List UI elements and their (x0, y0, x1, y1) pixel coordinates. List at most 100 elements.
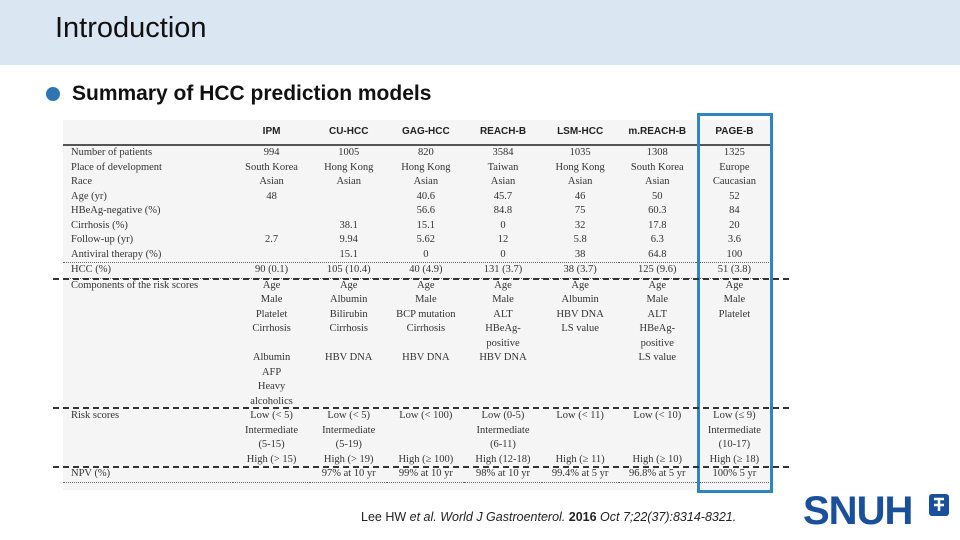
table-cell: 1325 (723, 147, 745, 158)
table-row: HCC (%) 90 (0.1) 105 (10.4) 40 (4.9) 131 (3.… (63, 262, 773, 279)
table-row: NPV (%) 97% at 10 yr 99% at 10 yr 98% at 10… (63, 467, 773, 483)
table-cell: 20 (729, 219, 740, 231)
table-row: HBeAg-negative (%) 56.6 84.8 75 60.3 84 (63, 204, 773, 219)
table-cell (233, 219, 310, 234)
table-cell: 17.8 (648, 219, 667, 231)
row-label: HCC (%) (63, 262, 233, 279)
row-label: NPV (%) (63, 467, 233, 483)
table-cell: 98% at 10 yr (464, 467, 542, 483)
table-cell: Asian (567, 176, 593, 187)
column-header: LSM-HCC (541, 120, 619, 146)
bullet-icon (46, 87, 60, 101)
row-label: Cirrhosis (%) (71, 219, 128, 231)
citation-rest: Oct 7;22(37):8314-8321. (596, 510, 737, 524)
table-cell: 5.8 (573, 234, 587, 245)
table-cell: 100 (695, 247, 773, 263)
table-cell: Age Male BCP mutation Cirrhosis HBV DNA (396, 279, 456, 364)
table-cell: 3584 (492, 147, 514, 158)
table-cell: 38 (541, 247, 619, 263)
citation-etal: et al. (409, 510, 437, 524)
table-cell: South Korea (630, 161, 684, 173)
table-cell: 15.1 (310, 247, 388, 263)
table-cell: 46 (574, 190, 586, 202)
table-cell: 60.3 (648, 205, 667, 216)
table-cell: 0 (500, 219, 506, 231)
table-cell: Age Male ALT HBeAg- positive LS value (638, 279, 677, 364)
table-cell: 99.4% at 5 yr (541, 467, 619, 483)
table-cell: Low (< 11) High (≥ 11) (555, 410, 605, 465)
table-cell: 3.6 (727, 234, 741, 245)
table-cell: 105 (10.4) (310, 262, 388, 279)
page-b-highlight-box (697, 113, 773, 493)
table-cell: 50 (652, 190, 663, 202)
table-cell: Low (≤ 9) Intermediate (10-17) High (≥ 1… (707, 410, 761, 465)
table-cell: 56.6 (416, 205, 436, 216)
citation-journal: World J Gastroenterol. (436, 510, 566, 524)
row-label: Number of patients (71, 147, 153, 158)
table-cell (233, 467, 311, 483)
table-cell: Age Albumin Bilirubin Cirrhosis HBV DNA (325, 279, 373, 364)
row-label: Components of the risk scores (71, 279, 199, 291)
table-cell: 2.7 (265, 234, 279, 245)
table-cell: Asian (259, 176, 284, 187)
citation-authors: Lee HW (361, 510, 410, 524)
table-row: Risk scores Low (< 5) Intermediate (5-15)… (63, 409, 773, 467)
table-header-row: IPM CU-HCC GAG-HCC REACH-B LSM-HCC m.REACH-B P… (63, 120, 773, 146)
table-cell: 38 (3.7) (541, 262, 619, 279)
table-cell: 131 (3.7) (464, 262, 542, 279)
table-cell: 5.62 (416, 234, 436, 245)
table-cell: South Korea (245, 161, 298, 173)
table-cell: 6.3 (650, 234, 664, 245)
table-cell: 99% at 10 yr (387, 467, 465, 483)
table-cell: 1035 (569, 147, 591, 158)
table-row: Age (yr) 48 40.6 45.7 46 50 52 (63, 190, 773, 205)
title-bar: Introduction (0, 0, 960, 65)
hcc-models-table: IPM CU-HCC GAG-HCC REACH-B LSM-HCC m.REACH-B P… (63, 120, 773, 490)
row-label: Follow-up (yr) (71, 234, 134, 245)
table-cell: Asian (490, 176, 516, 187)
column-header: IPM (233, 120, 311, 146)
table-cell: 75 (574, 205, 586, 216)
table-cell: 52 (729, 190, 740, 202)
table-cell: 994 (263, 147, 280, 158)
page-title: Introduction (55, 12, 207, 44)
table-cell: Asian (645, 176, 670, 187)
table-cell: Taiwan (487, 161, 519, 173)
table-cell: 1308 (646, 147, 668, 158)
table-row: Place of development South Korea Hong Kong… (63, 161, 773, 176)
table-row: Number of patients 994 1005 820 3584 1035 1308… (63, 145, 773, 161)
table-cell: 125 (9.6) (618, 262, 696, 279)
citation: Lee HW et al. World J Gastroenterol. 201… (361, 510, 736, 524)
table-cell: Europe (719, 161, 750, 173)
column-header: PAGE-B (695, 120, 773, 146)
table-cell: Asian (413, 176, 439, 187)
table-cell: 97% at 10 yr (310, 467, 388, 483)
table-cell: 0 (387, 247, 465, 263)
table-cell: 1005 (338, 147, 360, 158)
table-cell: Age Male Platelet Cirrhosis Albumin AFP … (250, 279, 293, 407)
table-cell: 96.8% at 5 yr (618, 467, 696, 483)
row-label: HBeAg-negative (%) (71, 205, 161, 216)
snuh-emblem-icon (929, 494, 949, 516)
table-cell: Low (< 5) Intermediate (5-15) High (> 15… (245, 410, 299, 465)
table-cell: 90 (0.1) (233, 262, 311, 279)
table-cell: Hong Kong (555, 161, 605, 173)
table-cell: 0 (464, 247, 542, 263)
table-cell: 820 (417, 147, 434, 158)
table-row: Cirrhosis (%) 38.1 15.1 0 32 17.8 20 (63, 219, 773, 234)
table-row: Antiviral therapy (%) 15.1 0 0 38 64.8 100 (63, 247, 773, 263)
row-label: Race (71, 176, 92, 187)
row-label: Age (yr) (71, 190, 107, 202)
dashed-divider-bottom (53, 466, 789, 468)
table-cell: Age Male ALT HBeAg- positive HBV DNA (479, 279, 527, 364)
table-cell: 32 (574, 219, 586, 231)
column-header: REACH-B (464, 120, 542, 146)
row-label: Risk scores (71, 410, 120, 421)
table-cell (310, 204, 387, 219)
column-header: m.REACH-B (618, 120, 696, 146)
table-cell: 100% 5 yr (695, 467, 773, 483)
table-cell: Low (< 100) High (≥ 100) (398, 410, 454, 465)
models-table-grid: IPM CU-HCC GAG-HCC REACH-B LSM-HCC m.REACH-B P… (63, 120, 773, 483)
table-cell: Low (0-5) Intermediate (6-11) High (12-1… (475, 410, 531, 465)
table-cell: Asian (336, 176, 361, 187)
